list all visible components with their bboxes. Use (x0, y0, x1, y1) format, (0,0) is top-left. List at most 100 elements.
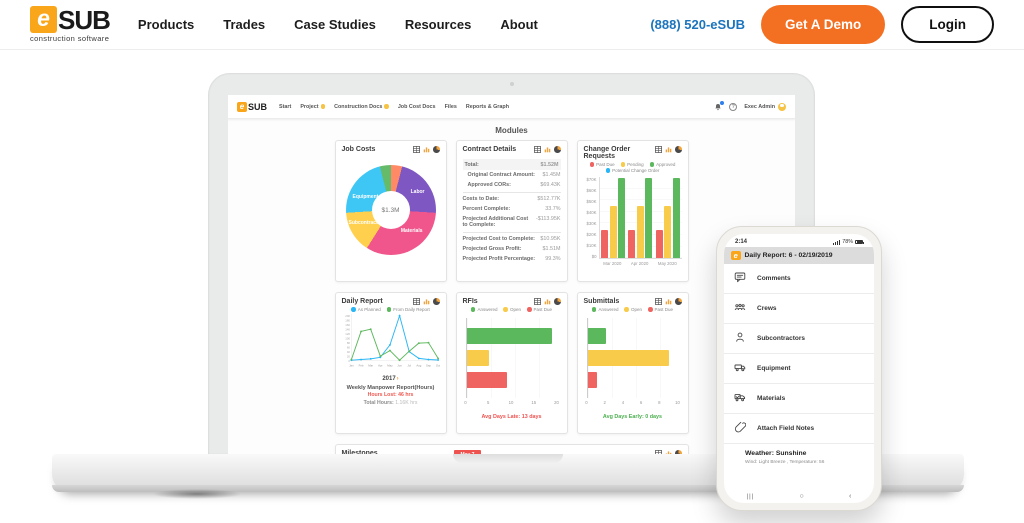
view-toggle-icons[interactable] (534, 298, 561, 305)
laptop-screen: e SUB Start Project Construction Docs Job C… (228, 95, 795, 455)
table-view-icon[interactable] (534, 298, 541, 305)
svg-text:40: 40 (346, 350, 350, 354)
bar-chart-view-icon[interactable] (423, 298, 430, 305)
dash-nav-reports-graph[interactable]: Reports & Graph (466, 104, 509, 110)
weather-summary: Weather: Sunshine (745, 450, 807, 457)
contract-rows: Total: $1.52M Original Contract Amount: $1.… (462, 159, 561, 264)
phone-menu-list: Comments Crews Subcontractors Equipment Mate… (724, 264, 874, 444)
bar-chart-view-icon[interactable] (544, 298, 551, 305)
view-toggle-icons[interactable] (413, 146, 440, 153)
change-order-requests-card[interactable]: Change Order Requests Past Due Pending App… (576, 140, 689, 282)
help-icon[interactable]: ? (729, 102, 738, 111)
view-toggle-icons[interactable] (655, 298, 682, 305)
legend-item: As Planned (351, 307, 381, 312)
pie-chart-view-icon[interactable] (554, 146, 561, 153)
y-tick-label: $30K (586, 221, 597, 226)
phone-menu-item-equipment[interactable]: Equipment (724, 354, 874, 384)
phone-menu-item-crews[interactable]: Crews (724, 294, 874, 324)
table-view-icon[interactable] (413, 146, 420, 153)
year-label[interactable]: 2017 (382, 376, 396, 382)
phone-screen: 2:14 78% e Daily Report: 6 - 02/19/2019 … (724, 234, 874, 503)
paperclip-icon (734, 420, 747, 438)
view-toggle-icons[interactable] (534, 146, 561, 153)
notifications-bell-icon[interactable] (714, 100, 725, 111)
weather-detail: Wind: Light Breeze , Temperature: 56 (745, 460, 825, 466)
pie-chart-view-icon[interactable] (554, 298, 561, 305)
legend-dot-icon (649, 162, 655, 167)
legend-label: Potential Change Order (612, 168, 660, 173)
recents-button[interactable]: ||| (746, 493, 755, 500)
bar-chart-view-icon[interactable] (544, 146, 551, 153)
home-button[interactable]: ○ (799, 493, 804, 500)
login-button[interactable]: Login (901, 6, 994, 43)
daily-footer: 2017 Weekly Manpower Report(Hours) Hours… (342, 375, 440, 408)
chevron-right-icon[interactable] (396, 376, 399, 382)
contract-row: Costs to Date: $512.77K (462, 192, 561, 204)
legend-item: Past Due (648, 307, 673, 312)
contract-row: Projected Cost to Complete: $10.95K (462, 232, 561, 244)
pie-chart-view-icon[interactable] (675, 146, 682, 153)
phone-nav-bar: ||| ○ ‹ (724, 493, 874, 500)
phone-menu-item-materials[interactable]: Materials (724, 384, 874, 414)
bar-chart-view-icon[interactable] (423, 146, 430, 153)
rfis-title: RFIs (462, 298, 478, 305)
bar-chart-view-icon[interactable] (665, 146, 672, 153)
phone-menu-item-attach-field-notes[interactable]: Attach Field Notes (724, 414, 874, 444)
nav-link-about[interactable]: About (500, 17, 538, 32)
table-view-icon[interactable] (413, 298, 420, 305)
contract-row: Percent Complete: 33.7% (463, 204, 561, 214)
crews-icon (734, 300, 746, 318)
user-menu[interactable]: Exec Admin (744, 102, 786, 111)
legend-item: Past Due (589, 162, 615, 167)
pie-chart-view-icon[interactable] (675, 450, 682, 455)
contract-row: Projected Profit Percentage: 99.3% (463, 254, 561, 264)
daily-report-card[interactable]: Daily Report As Planned From Daily Report… (334, 292, 447, 434)
submittals-x-axis: 0 2 4 6 8 10 (585, 400, 680, 407)
bar-chart-view-icon[interactable] (665, 298, 672, 305)
phone-number-link[interactable]: (888) 520-eSUB (650, 17, 745, 32)
pie-chart-view-icon[interactable] (433, 298, 440, 305)
phone-app-title: Daily Report: 6 - 02/19/2019 (744, 252, 833, 259)
view-toggle-icons[interactable] (413, 298, 440, 305)
table-view-icon[interactable] (655, 146, 662, 153)
rfis-card[interactable]: RFIs Answered Open Past Due 0 5 10 15 20 Avg D… (455, 292, 568, 434)
table-view-icon[interactable] (655, 298, 662, 305)
dash-nav-job-cost-docs[interactable]: Job Cost Docs (398, 104, 436, 110)
nav-link-trades[interactable]: Trades (223, 17, 266, 32)
legend-label: Answered (477, 307, 498, 312)
contract-row-label: Approved CORs: (467, 182, 511, 188)
get-demo-button[interactable]: Get A Demo (760, 5, 886, 44)
contract-row-value: 33.7% (545, 206, 561, 212)
phone-menu-item-comments[interactable]: Comments (724, 264, 874, 294)
rfis-legend: Answered Open Past Due (463, 307, 561, 312)
esub-logo[interactable]: e SUB construction software (30, 6, 111, 43)
milestones-card[interactable]: Milestones May 7 (334, 444, 689, 455)
nav-link-case-studies[interactable]: Case Studies (294, 17, 376, 32)
dashboard-esub-logo[interactable]: e SUB (237, 101, 267, 112)
table-view-icon[interactable] (534, 146, 541, 153)
dash-nav-files[interactable]: Files (445, 104, 457, 110)
x-tick-label: 4 (621, 400, 625, 405)
legend-dot-icon (620, 162, 626, 167)
dash-nav-construction-docs[interactable]: Construction Docs (334, 104, 389, 110)
rfis-bar-chart (465, 318, 557, 398)
job-costs-card[interactable]: Job Costs $1.3M Labor Materials Subcontrac… (334, 140, 447, 282)
legend-label: As Planned (357, 307, 381, 312)
y-tick-label: $0 (591, 254, 597, 259)
legend-label: Open (630, 307, 642, 312)
dash-nav-start[interactable]: Start (279, 104, 291, 110)
back-button[interactable]: ‹ (849, 493, 852, 500)
contract-details-card[interactable]: Contract Details Total: $1.52M Original Co… (455, 140, 568, 282)
phone-menu-item-subcontractors[interactable]: Subcontractors (724, 324, 874, 354)
pie-chart-view-icon[interactable] (433, 146, 440, 153)
site-header: e SUB construction software Products Trad… (0, 0, 1024, 50)
pie-chart-view-icon[interactable] (675, 298, 682, 305)
dash-nav-project[interactable]: Project (300, 104, 326, 110)
svg-text:140: 140 (345, 327, 350, 331)
submittals-card[interactable]: Submittals Answered Open Past Due 0 2 4 6 8 10 … (576, 292, 689, 434)
nav-link-products[interactable]: Products (137, 17, 195, 32)
view-toggle-icons[interactable] (655, 146, 682, 153)
nav-link-resources[interactable]: Resources (404, 17, 472, 32)
laptop-base-edge (52, 485, 964, 492)
legend-item: Open (624, 307, 642, 312)
